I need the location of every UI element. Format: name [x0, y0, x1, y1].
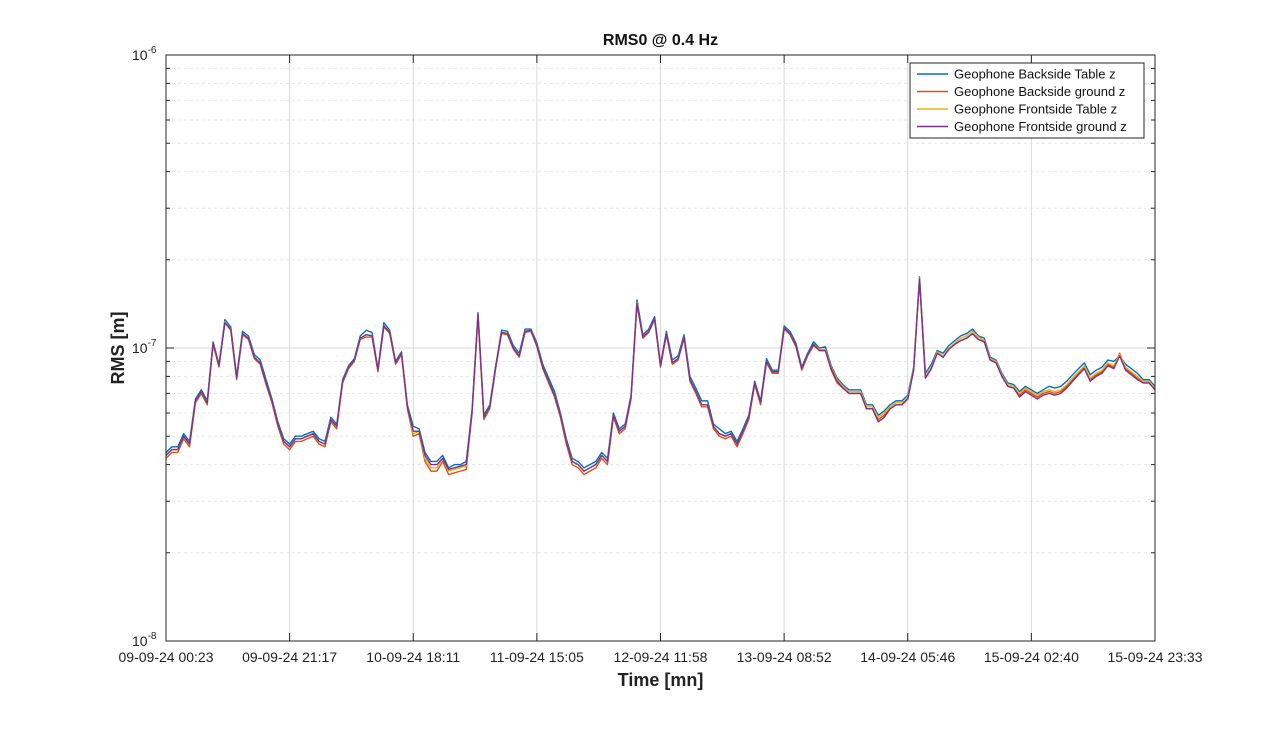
x-tick-label: 14-09-24 05:46	[860, 649, 955, 665]
x-tick-label: 10-09-24 18:11	[366, 649, 460, 665]
x-tick-label: 13-09-24 08:52	[737, 649, 832, 665]
y-axis-title: RMS [m]	[108, 312, 128, 385]
chart-title: RMS0 @ 0.4 Hz	[603, 32, 718, 49]
legend-label-4: Geophone Frontside ground z	[954, 119, 1127, 134]
y-tick-label: 10-8	[132, 631, 157, 649]
x-tick-label: 15-09-24 23:33	[1108, 649, 1203, 665]
series-lines	[165, 276, 1156, 476]
legend: Geophone Backside Table z Geophone Backsi…	[909, 62, 1145, 139]
legend-label-3: Geophone Frontside Table z	[954, 102, 1117, 117]
x-tick-label: 15-09-24 02:40	[984, 649, 1079, 665]
ticks: 09-09-24 00:23 09-09-24 21:17 10-09-24 18:…	[119, 45, 1203, 665]
x-axis-title: Time [mn]	[618, 670, 704, 690]
y-tick-label: 10-7	[132, 338, 157, 356]
x-tick-label: 09-09-24 00:23	[119, 649, 214, 665]
x-tick-label: 09-09-24 21:17	[242, 649, 337, 665]
y-tick-label: 10-6	[132, 45, 157, 63]
x-tick-label: 12-09-24 11:58	[614, 649, 708, 665]
legend-label-1: Geophone Backside Table z	[954, 67, 1116, 82]
legend-label-2: Geophone Backside ground z	[954, 84, 1125, 99]
legend-box	[909, 62, 1145, 139]
grid	[166, 55, 1155, 642]
series-line-4	[165, 278, 1156, 472]
x-tick-label: 11-09-24 15:05	[490, 649, 584, 665]
